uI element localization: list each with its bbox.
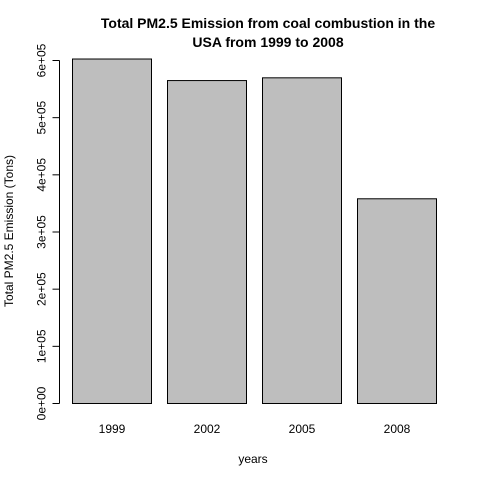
bar-2008 <box>357 198 437 404</box>
chart-title-line-1: Total PM2.5 Emission from coal combustio… <box>101 15 435 31</box>
x-axis-label: years <box>238 452 267 466</box>
y-tick-label: 2e+05 <box>35 272 49 306</box>
y-axis: 0e+00 1e+05 2e+05 3e+05 4e+05 5e+05 6e+05 <box>35 43 60 420</box>
y-tick-label: 3e+05 <box>35 215 49 249</box>
y-tick-label: 1e+05 <box>35 329 49 363</box>
y-tick-label: 5e+05 <box>35 100 49 134</box>
y-axis-label: Total PM2.5 Emission (Tons) <box>2 155 16 307</box>
bar-2005 <box>262 77 342 404</box>
bar-1999 <box>72 58 152 404</box>
x-tick-label: 1999 <box>99 422 126 436</box>
y-tick-label: 6e+05 <box>35 43 49 77</box>
bars-group <box>72 58 437 405</box>
chart-title-line-2: USA from 1999 to 2008 <box>192 34 343 50</box>
x-tick-label: 2008 <box>384 422 411 436</box>
y-tick-label: 0e+00 <box>35 386 49 420</box>
x-tick-labels: 1999 2002 2005 2008 <box>99 422 411 436</box>
x-tick-label: 2005 <box>289 422 316 436</box>
x-tick-label: 2002 <box>194 422 221 436</box>
bar-2002 <box>167 80 247 405</box>
y-tick-label: 4e+05 <box>35 158 49 192</box>
